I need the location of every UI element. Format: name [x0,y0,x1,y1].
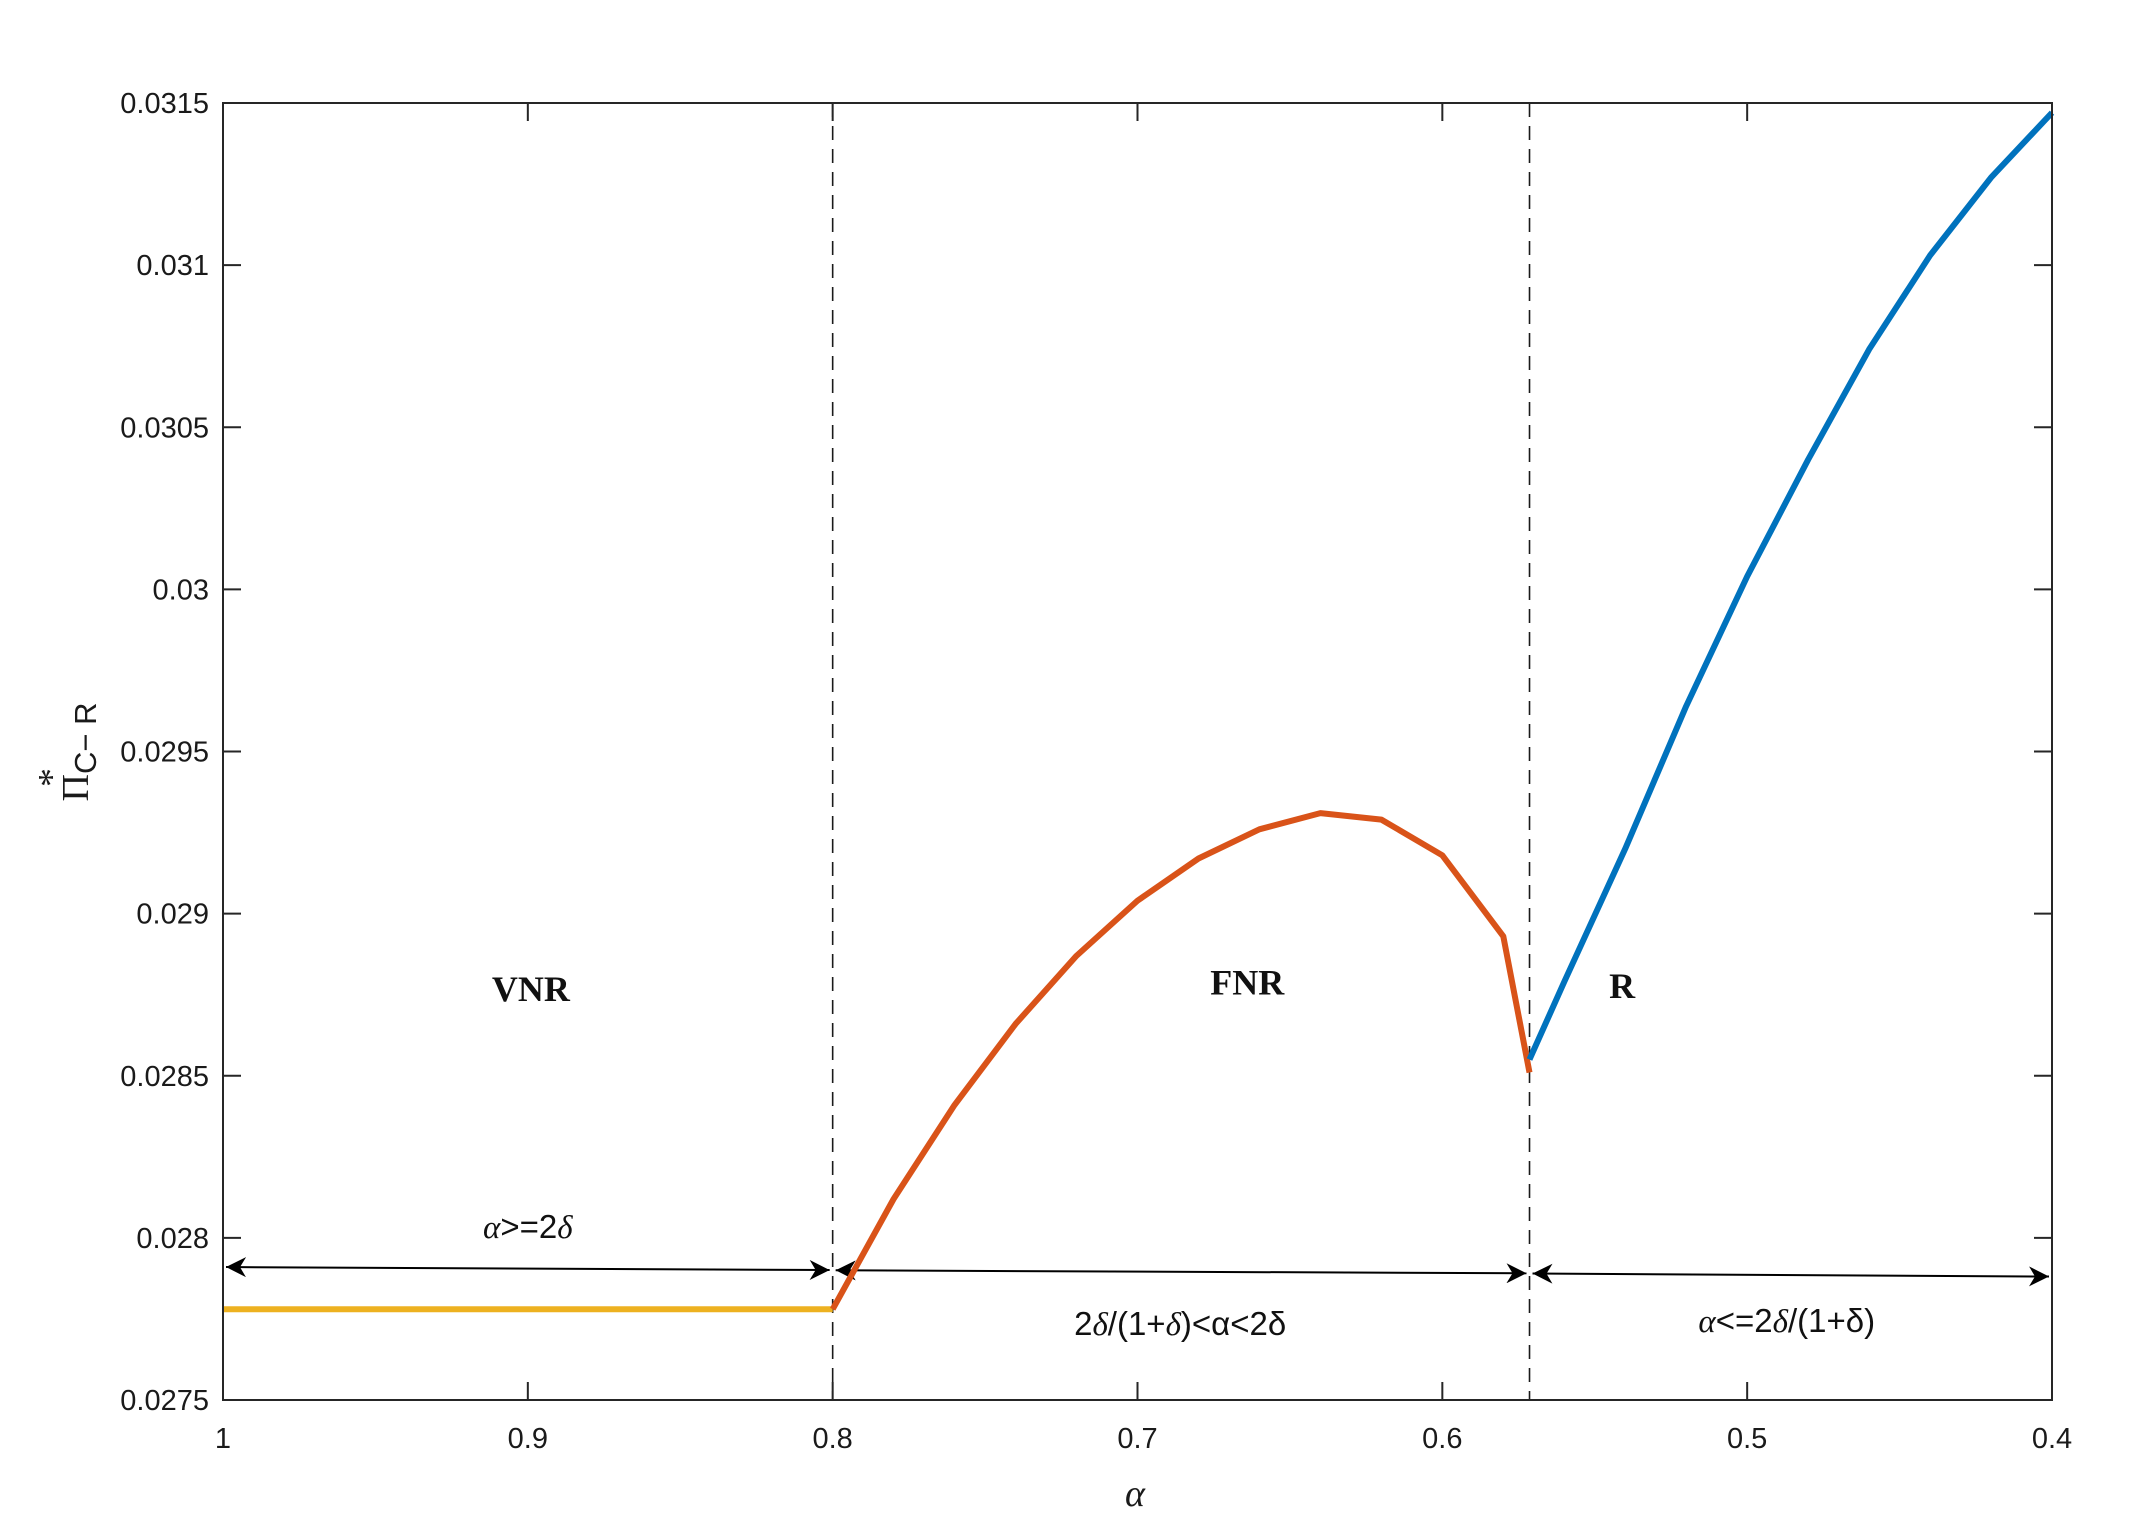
y-axis-title-main: Π [55,774,97,801]
x-tick-label: 0.9 [508,1423,548,1455]
range-arrows: α>=2δ 2δ/(1+δ)<α<2δ α<=2δ/(1+δ) [225,1208,2050,1343]
y-tick-label: 0.0315 [120,88,209,120]
y-axis-title-sup: * [31,768,73,787]
y-tick-label: 0.028 [136,1223,209,1255]
y-tick-label: 0.0305 [120,412,209,444]
range-arrow [835,1260,1527,1284]
boundary-lines [831,103,1531,1400]
y-tick-label: 0.03 [153,574,209,606]
range-label: α>=2δ [483,1208,573,1246]
x-tick-label: 0.8 [813,1423,853,1455]
svg-text:ΠC− R: ΠC− R [55,703,103,802]
x-tick-label: 0.4 [2032,1423,2072,1455]
region-label: FNR [1210,963,1285,1003]
y-tick-label: 0.0285 [120,1061,209,1093]
y-tick-label: 0.0275 [120,1385,209,1417]
x-tick-label: 0.7 [1117,1423,1157,1455]
region-labels: VNR FNR R [492,963,1636,1009]
region-label: R [1609,966,1636,1006]
y-tick-label: 0.0295 [120,737,209,769]
x-tick-label: 0.5 [1727,1423,1767,1455]
plot-background [223,103,2052,1400]
y-tick-label: 0.029 [136,899,209,931]
series-line-3 [1526,110,2055,1061]
series-line-2 [830,810,1533,1311]
plot-frame [222,102,2053,1401]
x-axis-title: α [1125,1473,1146,1515]
series-lines [223,110,2055,1313]
x-tick-label: 0.6 [1422,1423,1462,1455]
tick-labels: 1 0.9 0.8 0.7 0.6 0.5 0.4 0.0275 0.028 0.0285 0.02… [120,88,2072,1455]
range-label: α<=2δ/(1+δ) [1698,1302,1875,1340]
y-axis-title: ΠC− R * [31,703,103,802]
range-arrow [225,1257,830,1280]
range-arrow [1532,1263,2050,1287]
y-tick-label: 0.031 [136,250,209,282]
x-tick-label: 1 [215,1423,231,1455]
region-label: VNR [492,969,571,1009]
range-label: 2δ/(1+δ)<α<2δ [1074,1305,1286,1343]
y-axis-title-sub: C− R [68,703,103,775]
